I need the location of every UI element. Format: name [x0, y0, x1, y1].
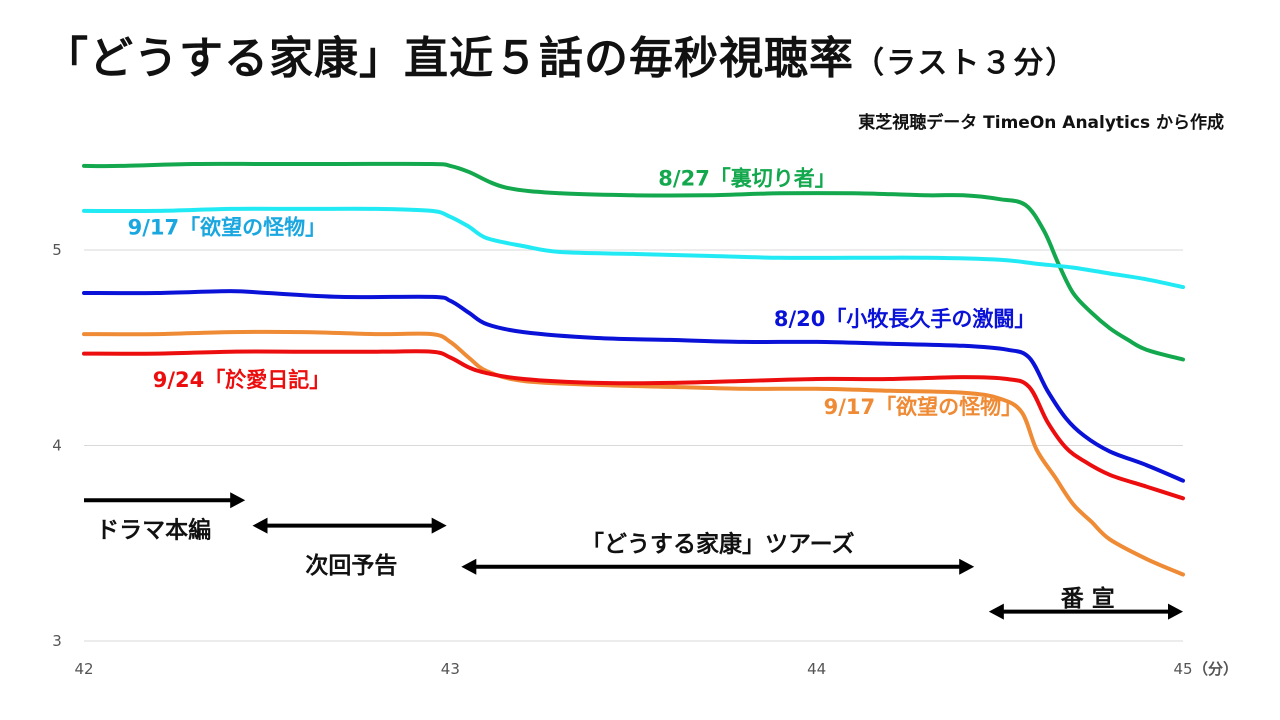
y-tick-label-5: 5 — [52, 241, 62, 259]
series-line-4 — [82, 329, 1185, 577]
x-tick-label-45: 45 — [1173, 660, 1192, 678]
segment-arrowhead-end-3 — [959, 558, 975, 575]
segment-label-4: 番 宣 — [1060, 585, 1115, 612]
segment-arrowhead-start-2 — [252, 517, 268, 534]
title-main: 「どうする家康」直近５話の毎秒視聴率 — [44, 33, 854, 84]
x-axis-unit: （分） — [1193, 660, 1238, 678]
series-lines — [82, 161, 1185, 577]
series-label-2: 9/17「欲望の怪物」 — [128, 215, 327, 239]
x-tick-label-44: 44 — [807, 660, 826, 678]
series-label-4: 9/24「於愛日記」 — [153, 368, 331, 392]
title-sub: （ラスト３分） — [854, 46, 1078, 81]
series-label-5: 9/17「欲望の怪物」 — [824, 395, 1023, 419]
series-labels: 8/27「裏切り者」 9/17「欲望の怪物」 8/20「小牧長久手の激闘」 9/24「… — [128, 166, 1036, 419]
segment-arrowhead-start-3 — [461, 558, 477, 575]
x-tick-labels: 42 43 44 45 （分） — [74, 660, 1238, 678]
y-tick-label-3: 3 — [52, 632, 62, 650]
series-label-3: 8/20「小牧長久手の激闘」 — [774, 307, 1036, 331]
x-tick-label-43: 43 — [441, 660, 460, 678]
series-line-3 — [82, 289, 1185, 483]
segment-label-2: 次回予告 — [305, 552, 397, 579]
series-line-2 — [82, 206, 1185, 290]
y-tick-labels: 3 4 5 — [52, 241, 62, 650]
chart-title: 「どうする家康」直近５話の毎秒視聴率（ラスト３分） — [44, 22, 1077, 86]
segment-label-1: ドラマ本編 — [96, 517, 211, 544]
segment-arrowhead-end-2 — [431, 517, 447, 534]
series-line-1 — [82, 161, 1185, 362]
gridlines — [84, 249, 1183, 642]
series-line-5 — [82, 349, 1185, 501]
source-note: 東芝視聴データ TimeOn Analytics から作成 — [858, 113, 1224, 133]
y-tick-label-4: 4 — [52, 437, 62, 455]
segment-label-3: 「どうする家康」ツアーズ — [581, 530, 854, 557]
series-label-1: 8/27「裏切り者」 — [658, 166, 836, 190]
segment-arrowhead-start-4 — [988, 603, 1004, 620]
segment-arrowhead-end-1 — [230, 492, 246, 509]
segment-arrowhead-end-4 — [1168, 603, 1183, 620]
x-tick-label-42: 42 — [74, 660, 93, 678]
